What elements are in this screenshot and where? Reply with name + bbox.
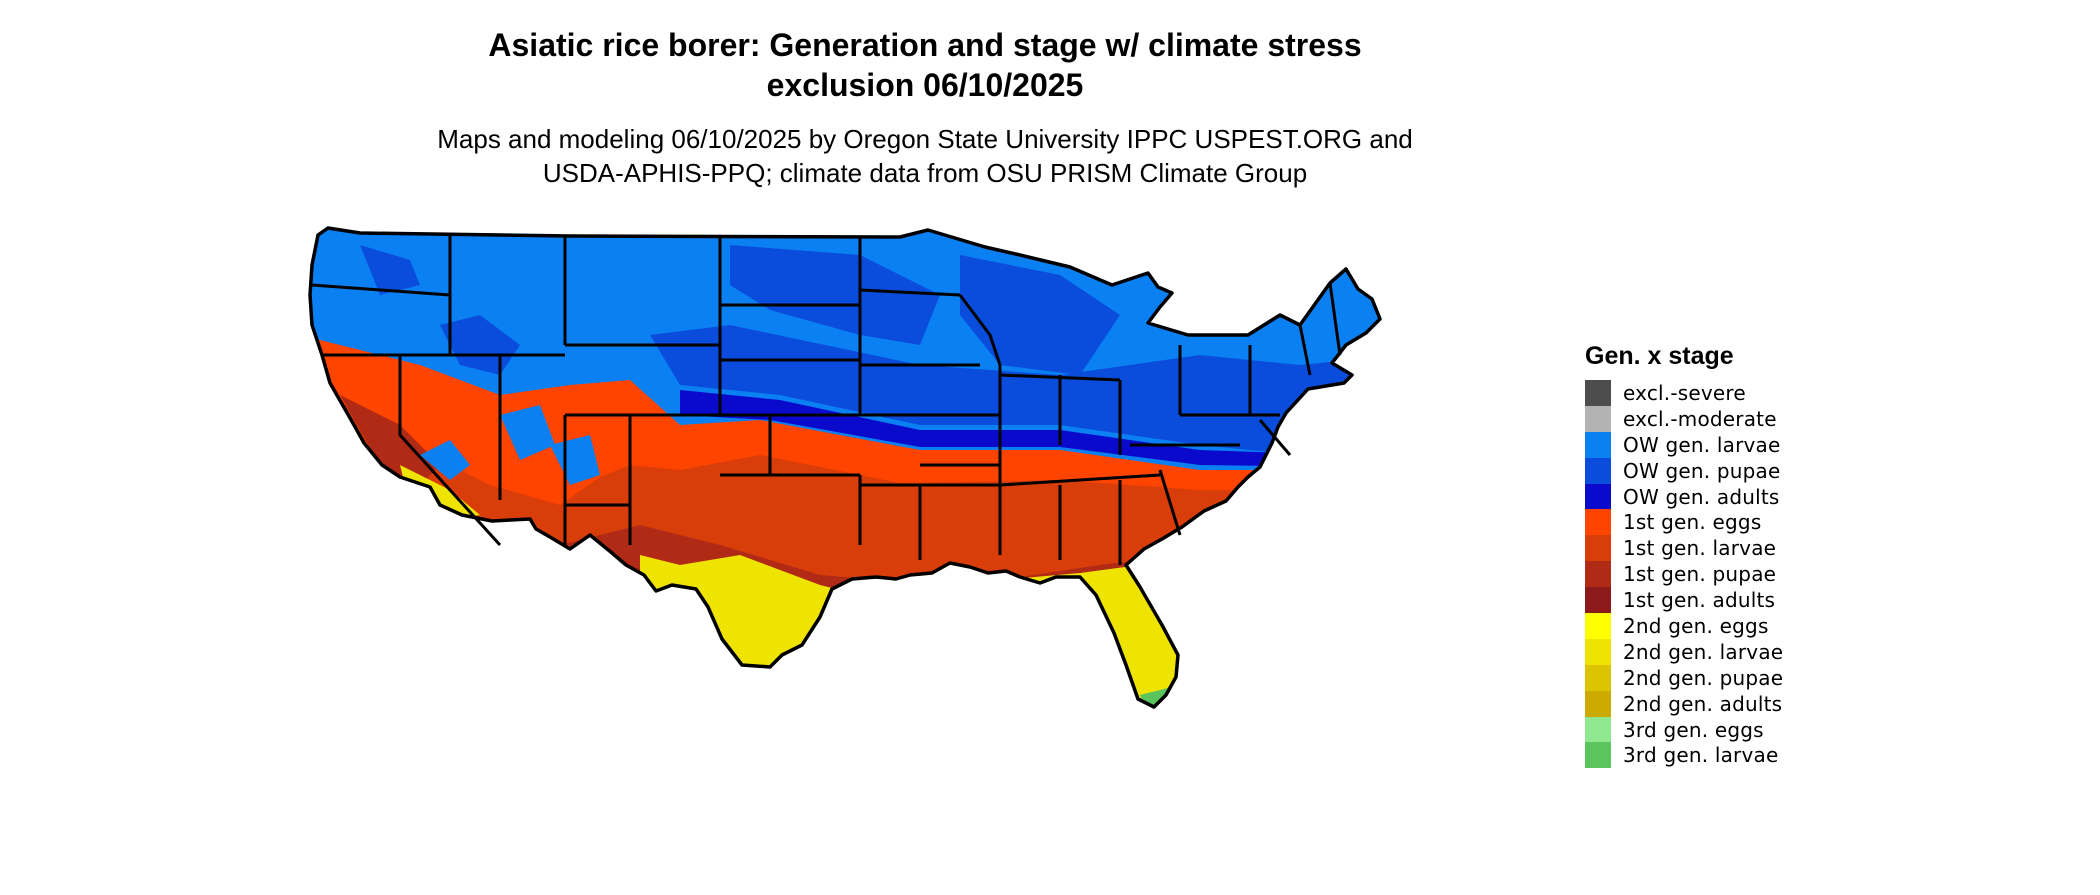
map-title-line-2: exclusion 06/10/2025	[766, 67, 1084, 103]
legend-swatch	[1585, 613, 1611, 639]
legend-entry: 2nd gen. pupae	[1585, 664, 1885, 691]
legend-label: 3rd gen. eggs	[1623, 717, 1764, 742]
legend-swatch	[1585, 638, 1611, 665]
legend-entry: 3rd gen. eggs	[1585, 716, 1885, 743]
legend-entry: 2nd gen. larvae	[1585, 638, 1885, 665]
state-boundaries	[308, 226, 1382, 709]
legend-swatch	[1585, 587, 1611, 614]
legend-swatch	[1585, 690, 1611, 717]
legend-label: OW gen. adults	[1623, 484, 1780, 509]
legend-label: 1st gen. eggs	[1623, 510, 1762, 535]
legend-entry: OW gen. pupae	[1585, 457, 1885, 484]
legend-swatch	[1585, 405, 1611, 432]
legend-swatch	[1585, 716, 1611, 743]
legend-entry: 1st gen. eggs	[1585, 509, 1885, 536]
legend-entry: 2nd gen. eggs	[1585, 613, 1885, 639]
us-generation-stage-map	[308, 226, 1382, 709]
map-title-line-1: Asiatic rice borer: Generation and stage…	[488, 27, 1362, 63]
legend-swatch	[1585, 561, 1611, 588]
legend-entry: 1st gen. larvae	[1585, 535, 1885, 562]
legend-entry: OW gen. adults	[1585, 483, 1885, 510]
legend-entry: 1st gen. pupae	[1585, 561, 1885, 588]
legend-label: excl.-severe	[1623, 380, 1746, 405]
map-legend: Gen. x stage excl.-severe excl.-moderate O…	[1585, 340, 1885, 769]
legend-label: 2nd gen. eggs	[1623, 613, 1769, 638]
legend-swatch	[1585, 535, 1611, 562]
legend-swatch	[1585, 664, 1611, 691]
legend-label: 2nd gen. pupae	[1623, 665, 1784, 690]
map-subtitle-line-2: USDA-APHIS-PPQ; climate data from OSU PR…	[542, 158, 1308, 188]
legend-swatch	[1585, 483, 1611, 510]
legend-title: Gen. x stage	[1585, 342, 1734, 370]
legend-label: OW gen. larvae	[1623, 432, 1781, 457]
legend-entry: OW gen. larvae	[1585, 431, 1885, 458]
legend-entry: excl.-moderate	[1585, 405, 1885, 432]
legend-swatch	[1585, 431, 1611, 458]
legend-swatch	[1585, 742, 1611, 769]
legend-entries: excl.-severe excl.-moderate OW gen. larvae…	[1585, 380, 1885, 769]
legend-swatch	[1585, 380, 1611, 406]
legend-label: OW gen. pupae	[1623, 458, 1781, 483]
legend-label: 1st gen. adults	[1623, 588, 1776, 613]
legend-label: 1st gen. larvae	[1623, 536, 1777, 561]
legend-entry: 2nd gen. adults	[1585, 690, 1885, 717]
legend-swatch	[1585, 457, 1611, 484]
legend-label: excl.-moderate	[1623, 406, 1777, 431]
map-subtitle-line-1: Maps and modeling 06/10/2025 by Oregon S…	[437, 124, 1413, 154]
mountain-patches	[420, 405, 600, 485]
legend-label: 2nd gen. larvae	[1623, 639, 1784, 664]
legend-entry: 1st gen. adults	[1585, 587, 1885, 614]
legend-entry: excl.-severe	[1585, 380, 1885, 406]
legend-label: 1st gen. pupae	[1623, 562, 1777, 587]
legend-entry: 3rd gen. larvae	[1585, 742, 1885, 769]
legend-label: 2nd gen. adults	[1623, 691, 1783, 716]
legend-swatch	[1585, 509, 1611, 536]
legend-label: 3rd gen. larvae	[1623, 743, 1779, 768]
